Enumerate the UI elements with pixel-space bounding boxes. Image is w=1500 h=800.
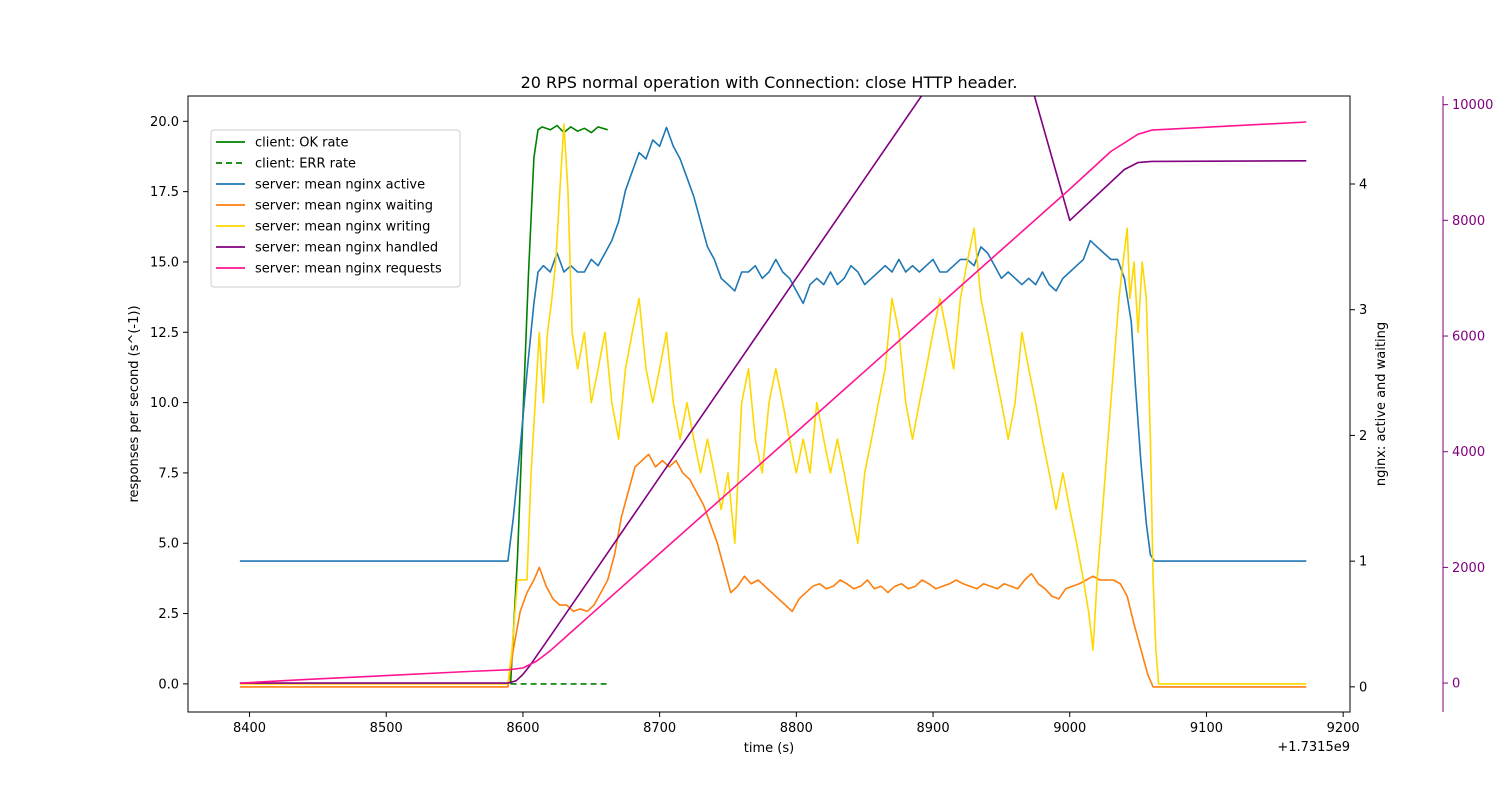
y-right-tick-label: 3 — [1359, 303, 1367, 318]
chart-title: 20 RPS normal operation with Connection:… — [521, 73, 1018, 92]
x-axis-offset-label: +1.7315e9 — [1277, 740, 1350, 755]
series-line-4 — [239, 453, 1307, 688]
legend: client: OK rate client: ERR rate server: m… — [210, 129, 461, 288]
series-line-6 — [239, 96, 1307, 684]
legend-label: client: OK rate — [255, 136, 349, 151]
x-tick-label: 9000 — [1053, 721, 1086, 736]
y-right2-tick-label: 10000 — [1452, 98, 1493, 113]
plot-frame — [187, 95, 1351, 713]
y-right2-tick-label: 2000 — [1452, 561, 1485, 576]
x-tick-label: 8400 — [233, 721, 266, 736]
legend-label: server: mean nginx requests — [255, 262, 442, 277]
series-line-7 — [239, 121, 1307, 684]
x-tick-label: 8900 — [917, 721, 950, 736]
y-axis-right-label: nginx: active and waiting — [1374, 322, 1389, 486]
y-left-tick-label: 5.0 — [158, 537, 179, 552]
legend-label: server: mean nginx writing — [255, 220, 430, 235]
y-axis-left-label: responses per second (s^(-1)) — [127, 305, 142, 502]
y-right-tick-label: 4 — [1359, 178, 1367, 193]
x-tick-label: 8500 — [370, 721, 403, 736]
legend-label: client: ERR rate — [255, 157, 356, 172]
x-tick-label: 9200 — [1327, 721, 1360, 736]
y-left-tick-label: 15.0 — [150, 255, 179, 270]
y-left-tick-label: 2.5 — [158, 607, 179, 622]
y-right2-tick-label: 6000 — [1452, 330, 1485, 345]
x-tick-label: 8700 — [643, 721, 676, 736]
x-axis-label: time (s) — [744, 741, 794, 756]
y-right2-tick-label: 8000 — [1452, 214, 1485, 229]
y-left-tick-label: 10.0 — [150, 396, 179, 411]
legend-label: server: mean nginx handled — [255, 241, 438, 256]
series-line-3 — [239, 126, 1307, 562]
series-group — [239, 96, 1307, 688]
series-line-1 — [509, 124, 608, 684]
x-tick-label: 8600 — [506, 721, 539, 736]
plot-area — [239, 96, 1307, 688]
x-tick-label: 9100 — [1190, 721, 1223, 736]
y-left-tick-label: 7.5 — [158, 466, 179, 481]
y-right2-tick-label: 0 — [1452, 677, 1460, 692]
y-right-tick-label: 0 — [1359, 680, 1367, 695]
legend-box — [210, 129, 461, 288]
y-left-tick-label: 0.0 — [158, 677, 179, 692]
x-tick-label: 8800 — [780, 721, 813, 736]
y-right2-tick-label: 4000 — [1452, 445, 1485, 460]
y-left-tick-label: 17.5 — [150, 185, 179, 200]
axes: 8400 8500 8600 8700 8800 8900 9000 9100 9200 0.0 2… — [150, 95, 1493, 736]
y-right-tick-label: 2 — [1359, 429, 1367, 444]
y-right-tick-label: 1 — [1359, 555, 1367, 570]
legend-label: server: mean nginx waiting — [255, 199, 433, 214]
y-left-tick-label: 12.5 — [150, 326, 179, 341]
y-left-tick-label: 20.0 — [150, 115, 179, 130]
series-line-5 — [239, 123, 1307, 685]
legend-label: server: mean nginx active — [255, 178, 425, 193]
